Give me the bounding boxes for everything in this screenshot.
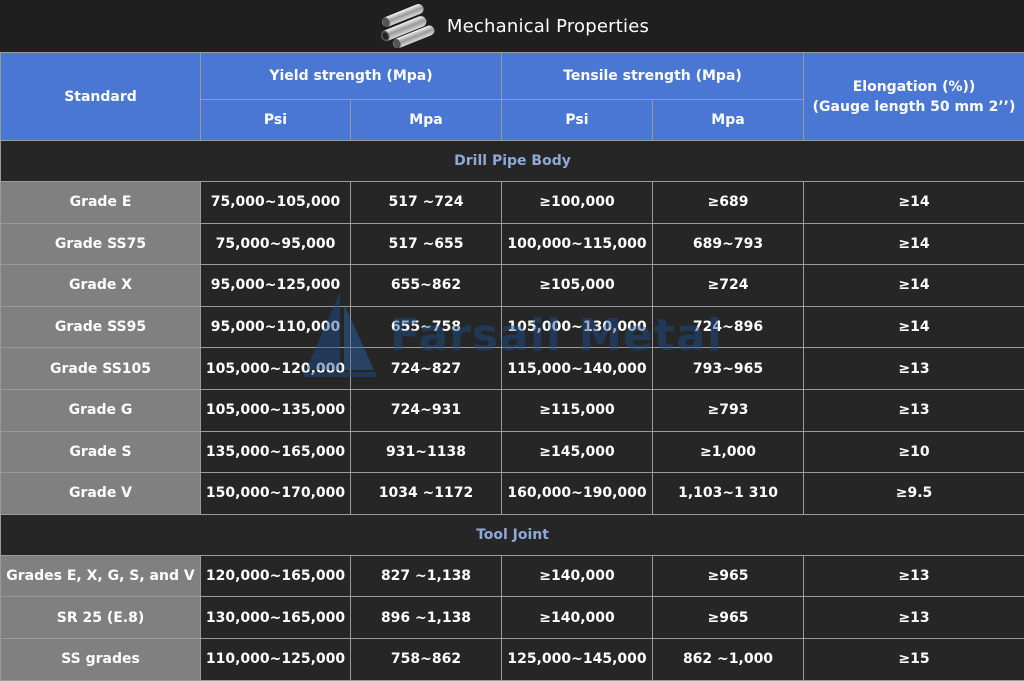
cell-tensile-psi: ≥140,000	[502, 597, 653, 639]
cell-standard: SS grades	[1, 638, 201, 680]
cell-elongation: ≥13	[804, 597, 1024, 639]
cell-yield-mpa: 724~827	[351, 348, 502, 390]
cell-yield-psi: 130,000~165,000	[201, 597, 351, 639]
cell-standard: Grade E	[1, 182, 201, 224]
cell-yield-psi: 110,000~125,000	[201, 638, 351, 680]
cell-yield-psi: 105,000~135,000	[201, 389, 351, 431]
header-elongation-line2: (Gauge length 50 mm 2’’)	[804, 99, 1024, 115]
cell-tensile-psi: ≥115,000	[502, 389, 653, 431]
cell-tensile-mpa: ≥965	[653, 597, 804, 639]
cell-tensile-mpa: ≥965	[653, 555, 804, 597]
header-yield-strength: Yield strength (Mpa)	[201, 53, 502, 100]
cell-yield-psi: 75,000~105,000	[201, 182, 351, 224]
page-title: Mechanical Properties	[447, 16, 649, 37]
cell-elongation: ≥14	[804, 265, 1024, 307]
section-header-row: Drill Pipe Body	[1, 141, 1024, 182]
cell-standard: Grade X	[1, 265, 201, 307]
cell-standard: Grades E, X, G, S, and V	[1, 555, 201, 597]
cell-yield-mpa: 758~862	[351, 638, 502, 680]
cell-standard: Grade SS75	[1, 223, 201, 265]
cell-yield-psi: 150,000~170,000	[201, 473, 351, 515]
cell-yield-psi: 95,000~110,000	[201, 306, 351, 348]
cell-elongation: ≥13	[804, 348, 1024, 390]
header-tensile-psi: Psi	[502, 100, 653, 141]
cell-yield-mpa: 655~758	[351, 306, 502, 348]
cell-yield-mpa: 517 ~724	[351, 182, 502, 224]
cell-tensile-psi: ≥145,000	[502, 431, 653, 473]
cell-tensile-mpa: 689~793	[653, 223, 804, 265]
section-title: Tool Joint	[1, 514, 1024, 555]
cell-standard: Grade SS95	[1, 306, 201, 348]
cell-yield-mpa: 655~862	[351, 265, 502, 307]
cell-yield-mpa: 827 ~1,138	[351, 555, 502, 597]
cell-tensile-mpa: ≥689	[653, 182, 804, 224]
cell-tensile-psi: ≥105,000	[502, 265, 653, 307]
header-tensile-strength: Tensile strength (Mpa)	[502, 53, 804, 100]
cell-tensile-psi: 115,000~140,000	[502, 348, 653, 390]
cell-tensile-mpa: ≥793	[653, 389, 804, 431]
cell-elongation: ≥14	[804, 223, 1024, 265]
cell-yield-psi: 120,000~165,000	[201, 555, 351, 597]
cell-yield-mpa: 517 ~655	[351, 223, 502, 265]
cell-yield-psi: 75,000~95,000	[201, 223, 351, 265]
cell-yield-psi: 105,000~120,000	[201, 348, 351, 390]
cell-elongation: ≥15	[804, 638, 1024, 680]
cell-tensile-psi: 100,000~115,000	[502, 223, 653, 265]
cell-yield-mpa: 896 ~1,138	[351, 597, 502, 639]
cell-tensile-psi: 160,000~190,000	[502, 473, 653, 515]
cell-tensile-mpa: 862 ~1,000	[653, 638, 804, 680]
pipes-icon	[375, 4, 437, 48]
cell-elongation: ≥13	[804, 389, 1024, 431]
mechanical-properties-table: Standard Yield strength (Mpa) Tensile st…	[0, 52, 1024, 681]
cell-tensile-mpa: 793~965	[653, 348, 804, 390]
cell-yield-psi: 135,000~165,000	[201, 431, 351, 473]
cell-elongation: ≥14	[804, 182, 1024, 224]
section-title: Drill Pipe Body	[1, 141, 1024, 182]
cell-tensile-mpa: ≥724	[653, 265, 804, 307]
section-header-row: Tool Joint	[1, 514, 1024, 555]
header-yield-psi: Psi	[201, 100, 351, 141]
cell-standard: SR 25 (E.8)	[1, 597, 201, 639]
cell-yield-mpa: 931~1138	[351, 431, 502, 473]
cell-tensile-psi: ≥100,000	[502, 182, 653, 224]
title-bar: Mechanical Properties	[0, 0, 1024, 52]
cell-elongation: ≥14	[804, 306, 1024, 348]
cell-tensile-psi: 125,000~145,000	[502, 638, 653, 680]
cell-elongation: ≥13	[804, 555, 1024, 597]
header-elongation-line1: Elongation (%))	[804, 79, 1024, 95]
cell-standard: Grade V	[1, 473, 201, 515]
header-tensile-mpa: Mpa	[653, 100, 804, 141]
cell-tensile-mpa: 724~896	[653, 306, 804, 348]
cell-standard: Grade G	[1, 389, 201, 431]
cell-standard: Grade SS105	[1, 348, 201, 390]
cell-tensile-psi: 105,000~130,000	[502, 306, 653, 348]
cell-tensile-psi: ≥140,000	[502, 555, 653, 597]
cell-tensile-mpa: 1,103~1 310	[653, 473, 804, 515]
header-yield-mpa: Mpa	[351, 100, 502, 141]
header-elongation: Elongation (%)) (Gauge length 50 mm 2’’)	[804, 53, 1024, 141]
header-standard: Standard	[1, 53, 201, 141]
cell-elongation: ≥10	[804, 431, 1024, 473]
cell-standard: Grade S	[1, 431, 201, 473]
cell-yield-psi: 95,000~125,000	[201, 265, 351, 307]
cell-elongation: ≥9.5	[804, 473, 1024, 515]
cell-yield-mpa: 724~931	[351, 389, 502, 431]
cell-yield-mpa: 1034 ~1172	[351, 473, 502, 515]
cell-tensile-mpa: ≥1,000	[653, 431, 804, 473]
